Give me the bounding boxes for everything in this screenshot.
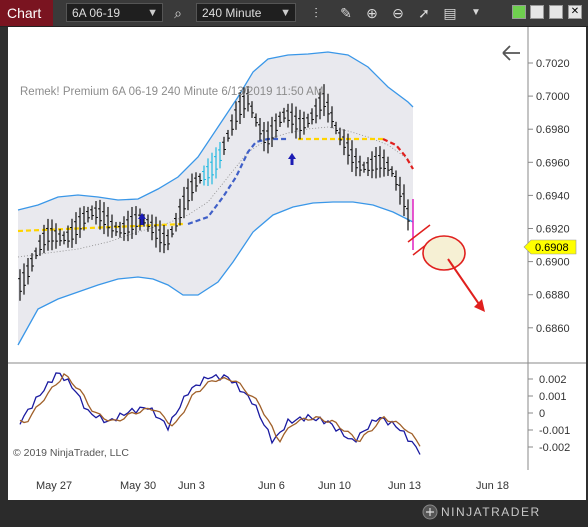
bars-icon[interactable]: ⫶ [314,5,318,21]
arrow-head-icon [474,299,485,312]
pencil-icon[interactable]: ✎ [340,5,352,21]
oscillator-tick-label: -0.002 [539,442,570,454]
price-tick-label: 0.6880 [536,290,570,302]
midline-ma [17,126,409,258]
zoom-in-icon[interactable]: ⊕ [366,5,378,21]
price-axis: 0.7020 0.7000 0.6980 0.6960 0.6940 0.6920 0.69… [528,58,570,335]
oscillator-tick-label: 0.002 [539,374,567,386]
status-footer: NINJATRADER [0,500,588,522]
close-button[interactable]: ✕ [568,5,582,19]
price-tick-label: 0.7020 [536,58,570,70]
copyright-text: © 2019 NinjaTrader, LLC [13,447,129,459]
lower-band-line [17,201,414,346]
last-price-badge: 0.6908 [523,239,577,255]
annotation-arrow-line[interactable] [447,258,482,308]
instrument-selector[interactable]: 6A 06-19 ▼ [66,3,163,22]
instrument-value: 6A 06-19 [72,6,121,20]
time-tick-label: Jun 13 [388,480,421,492]
time-tick-label: Jun 6 [258,480,285,492]
toolbar: Chart 6A 06-19 ▼ ⌕ 240 Minute ▼ ⫶ ✎ ⊕ ⊖ … [0,0,588,27]
red-ma-line [382,138,414,170]
price-chart-svg[interactable]: Remek! Premium 6A 06-19 240 Minute 6/13/… [8,27,586,493]
time-tick-label: Jun 18 [476,480,509,492]
trend-ma-line [187,137,288,226]
chart-tab[interactable]: Chart [0,0,53,26]
last-price-value: 0.6908 [535,242,569,254]
buy-arrow-icon [138,213,146,225]
price-tick-label: 0.6860 [536,323,570,335]
price-tick-label: 0.6940 [536,190,570,202]
chart-overlay-label: Remek! Premium 6A 06-19 240 Minute 6/13/… [20,86,323,98]
price-tick-label: 0.6920 [536,224,570,236]
annotation-ellipse[interactable] [422,235,466,271]
chevron-down-icon: ▼ [280,7,291,19]
oscillator-tick-label: 0.001 [539,391,567,403]
back-arrow-icon[interactable] [502,45,520,61]
oscillator-panel [8,363,586,471]
maximize-button[interactable] [549,5,563,19]
time-tick-label: May 27 [36,480,72,492]
properties-icon[interactable]: ▤ [443,5,457,21]
restore-button[interactable] [530,5,544,19]
time-tick-label: Jun 10 [318,480,351,492]
oscillator-tick-label: 0 [539,408,545,420]
upper-band-line [17,51,414,211]
keltner-band-fill [18,52,413,345]
interval-selector[interactable]: 240 Minute ▼ [196,3,296,22]
oscillator-tick-label: -0.001 [539,425,570,437]
search-icon[interactable]: ⌕ [174,5,182,21]
chevron-down-icon: ▼ [147,7,158,19]
pointer-icon[interactable]: ➚ [418,5,430,21]
buy-arrow-icon [288,153,296,165]
minimize-button[interactable] [512,5,526,19]
price-tick-label: 0.6960 [536,157,570,169]
price-tick-label: 0.6980 [536,124,570,136]
interval-value: 240 Minute [202,6,262,20]
annotation-line [407,224,431,243]
chart-panel[interactable]: Remek! Premium 6A 06-19 240 Minute 6/13/… [8,27,586,493]
time-tick-label: May 30 [120,480,156,492]
brand-name: NINJATRADER [441,505,541,519]
price-tick-label: 0.7000 [536,91,570,103]
logo-mark [426,508,434,516]
oscillator-axis: 0.002 0.001 0 -0.001 -0.002 [528,374,570,454]
zoom-out-icon[interactable]: ⊖ [392,5,404,21]
more-chevron-icon[interactable]: ▼ [471,7,481,18]
price-tick-label: 0.6900 [536,257,570,269]
price-bars [18,84,410,301]
time-axis: May 27 May 30 Jun 3 Jun 6 Jun 10 Jun 13 Jun 18 [8,470,586,500]
oscillator-slow-line [19,373,421,447]
time-tick-label: Jun 3 [178,480,205,492]
